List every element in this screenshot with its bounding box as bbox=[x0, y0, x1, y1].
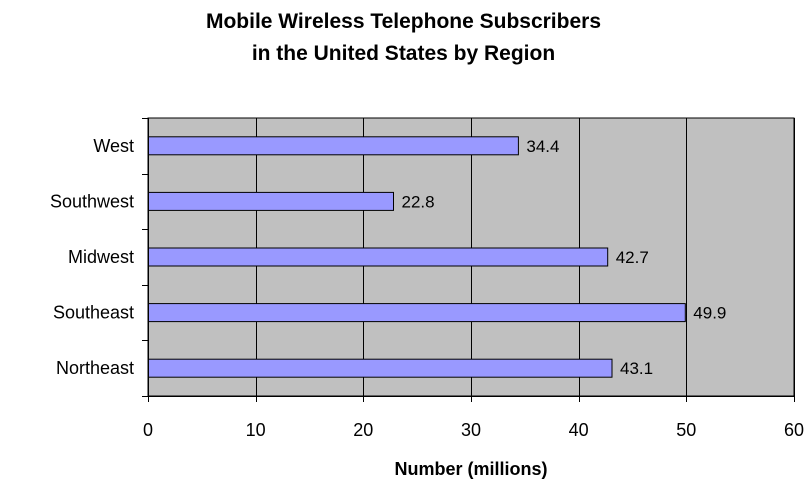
bar-southwest bbox=[147, 191, 394, 211]
data-labels: 34.4 22.8 42.7 49.9 43.1 bbox=[402, 137, 727, 378]
data-label-west: 34.4 bbox=[526, 137, 559, 156]
bar-west bbox=[147, 136, 519, 156]
data-label-southeast: 49.9 bbox=[693, 304, 726, 323]
x-tick-label-60: 60 bbox=[784, 420, 804, 440]
axes bbox=[142, 118, 795, 402]
chart-title-line-2: in the United States by Region bbox=[251, 42, 556, 65]
category-labels: West Southwest Midwest Southeast Northeast bbox=[50, 136, 134, 378]
x-tick-label-0: 0 bbox=[143, 420, 153, 440]
x-tick-label-50: 50 bbox=[676, 420, 696, 440]
bar-northeast bbox=[147, 358, 613, 378]
x-tick-label-30: 30 bbox=[461, 420, 481, 440]
chart-title-line-1: Mobile Wireless Telephone Subscribers bbox=[205, 10, 602, 33]
data-label-midwest: 42.7 bbox=[616, 248, 649, 267]
category-label-midwest: Midwest bbox=[68, 247, 134, 267]
x-tick-label-40: 40 bbox=[569, 420, 589, 440]
x-axis-label: Number (millions) bbox=[394, 459, 547, 479]
category-label-northeast: Northeast bbox=[56, 358, 134, 378]
bar-midwest bbox=[147, 247, 609, 267]
bars bbox=[147, 136, 686, 378]
x-tick-label-20: 20 bbox=[353, 420, 373, 440]
chart-title: Mobile Wireless Telephone Subscribers in… bbox=[0, 6, 807, 70]
x-tick-labels: 0 10 20 30 40 50 60 bbox=[143, 420, 804, 440]
data-label-southwest: 22.8 bbox=[402, 192, 435, 211]
x-tick-label-10: 10 bbox=[246, 420, 266, 440]
category-label-southeast: Southeast bbox=[53, 303, 134, 323]
data-label-northeast: 43.1 bbox=[620, 359, 653, 378]
category-label-southwest: Southwest bbox=[50, 191, 134, 211]
bar-southeast bbox=[147, 303, 686, 323]
category-label-west: West bbox=[93, 136, 134, 156]
